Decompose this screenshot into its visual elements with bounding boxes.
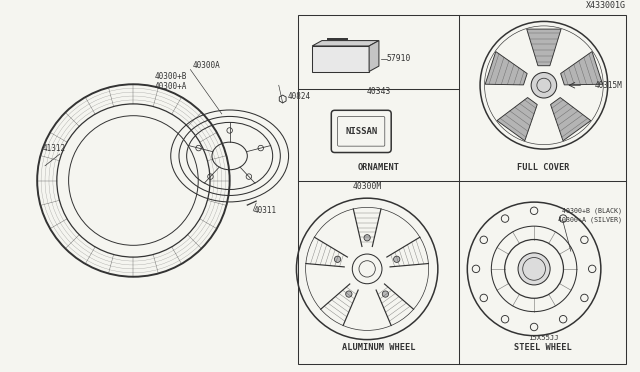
- Text: FULL COVER: FULL COVER: [516, 163, 569, 172]
- Polygon shape: [312, 41, 379, 46]
- Text: 40300+A: 40300+A: [155, 82, 188, 91]
- Text: STEEL WHEEL: STEEL WHEEL: [514, 343, 572, 352]
- Text: 40300+A (SILVER): 40300+A (SILVER): [559, 217, 623, 223]
- Text: ORNAMENT: ORNAMENT: [358, 163, 400, 172]
- Circle shape: [346, 291, 352, 297]
- Polygon shape: [369, 41, 379, 71]
- Circle shape: [335, 256, 340, 262]
- Circle shape: [394, 256, 400, 262]
- Text: 40343: 40343: [367, 87, 391, 96]
- Text: 57910: 57910: [387, 54, 411, 63]
- Text: 40300A: 40300A: [193, 61, 220, 70]
- Polygon shape: [485, 52, 527, 85]
- Text: 40300+B (BLACK): 40300+B (BLACK): [563, 208, 623, 214]
- Bar: [312, 46, 369, 71]
- Text: 41312: 41312: [43, 144, 66, 153]
- Circle shape: [531, 73, 557, 98]
- Text: 40315M: 40315M: [595, 81, 623, 90]
- Polygon shape: [497, 97, 537, 141]
- Polygon shape: [561, 52, 603, 85]
- Polygon shape: [550, 97, 591, 141]
- Polygon shape: [527, 29, 561, 66]
- Circle shape: [518, 253, 550, 285]
- Text: X433001G: X433001G: [586, 1, 627, 10]
- Text: 15X55JJ: 15X55JJ: [527, 334, 558, 341]
- Text: 40824: 40824: [287, 92, 310, 101]
- Circle shape: [364, 235, 371, 241]
- Text: 40300+B: 40300+B: [155, 73, 188, 81]
- Bar: [298, 15, 627, 364]
- Text: 40300M: 40300M: [353, 182, 382, 191]
- Text: ALUMINUM WHEEL: ALUMINUM WHEEL: [342, 343, 415, 352]
- Text: 40311: 40311: [253, 206, 276, 215]
- Circle shape: [382, 291, 388, 297]
- Text: NISSAN: NISSAN: [345, 127, 378, 136]
